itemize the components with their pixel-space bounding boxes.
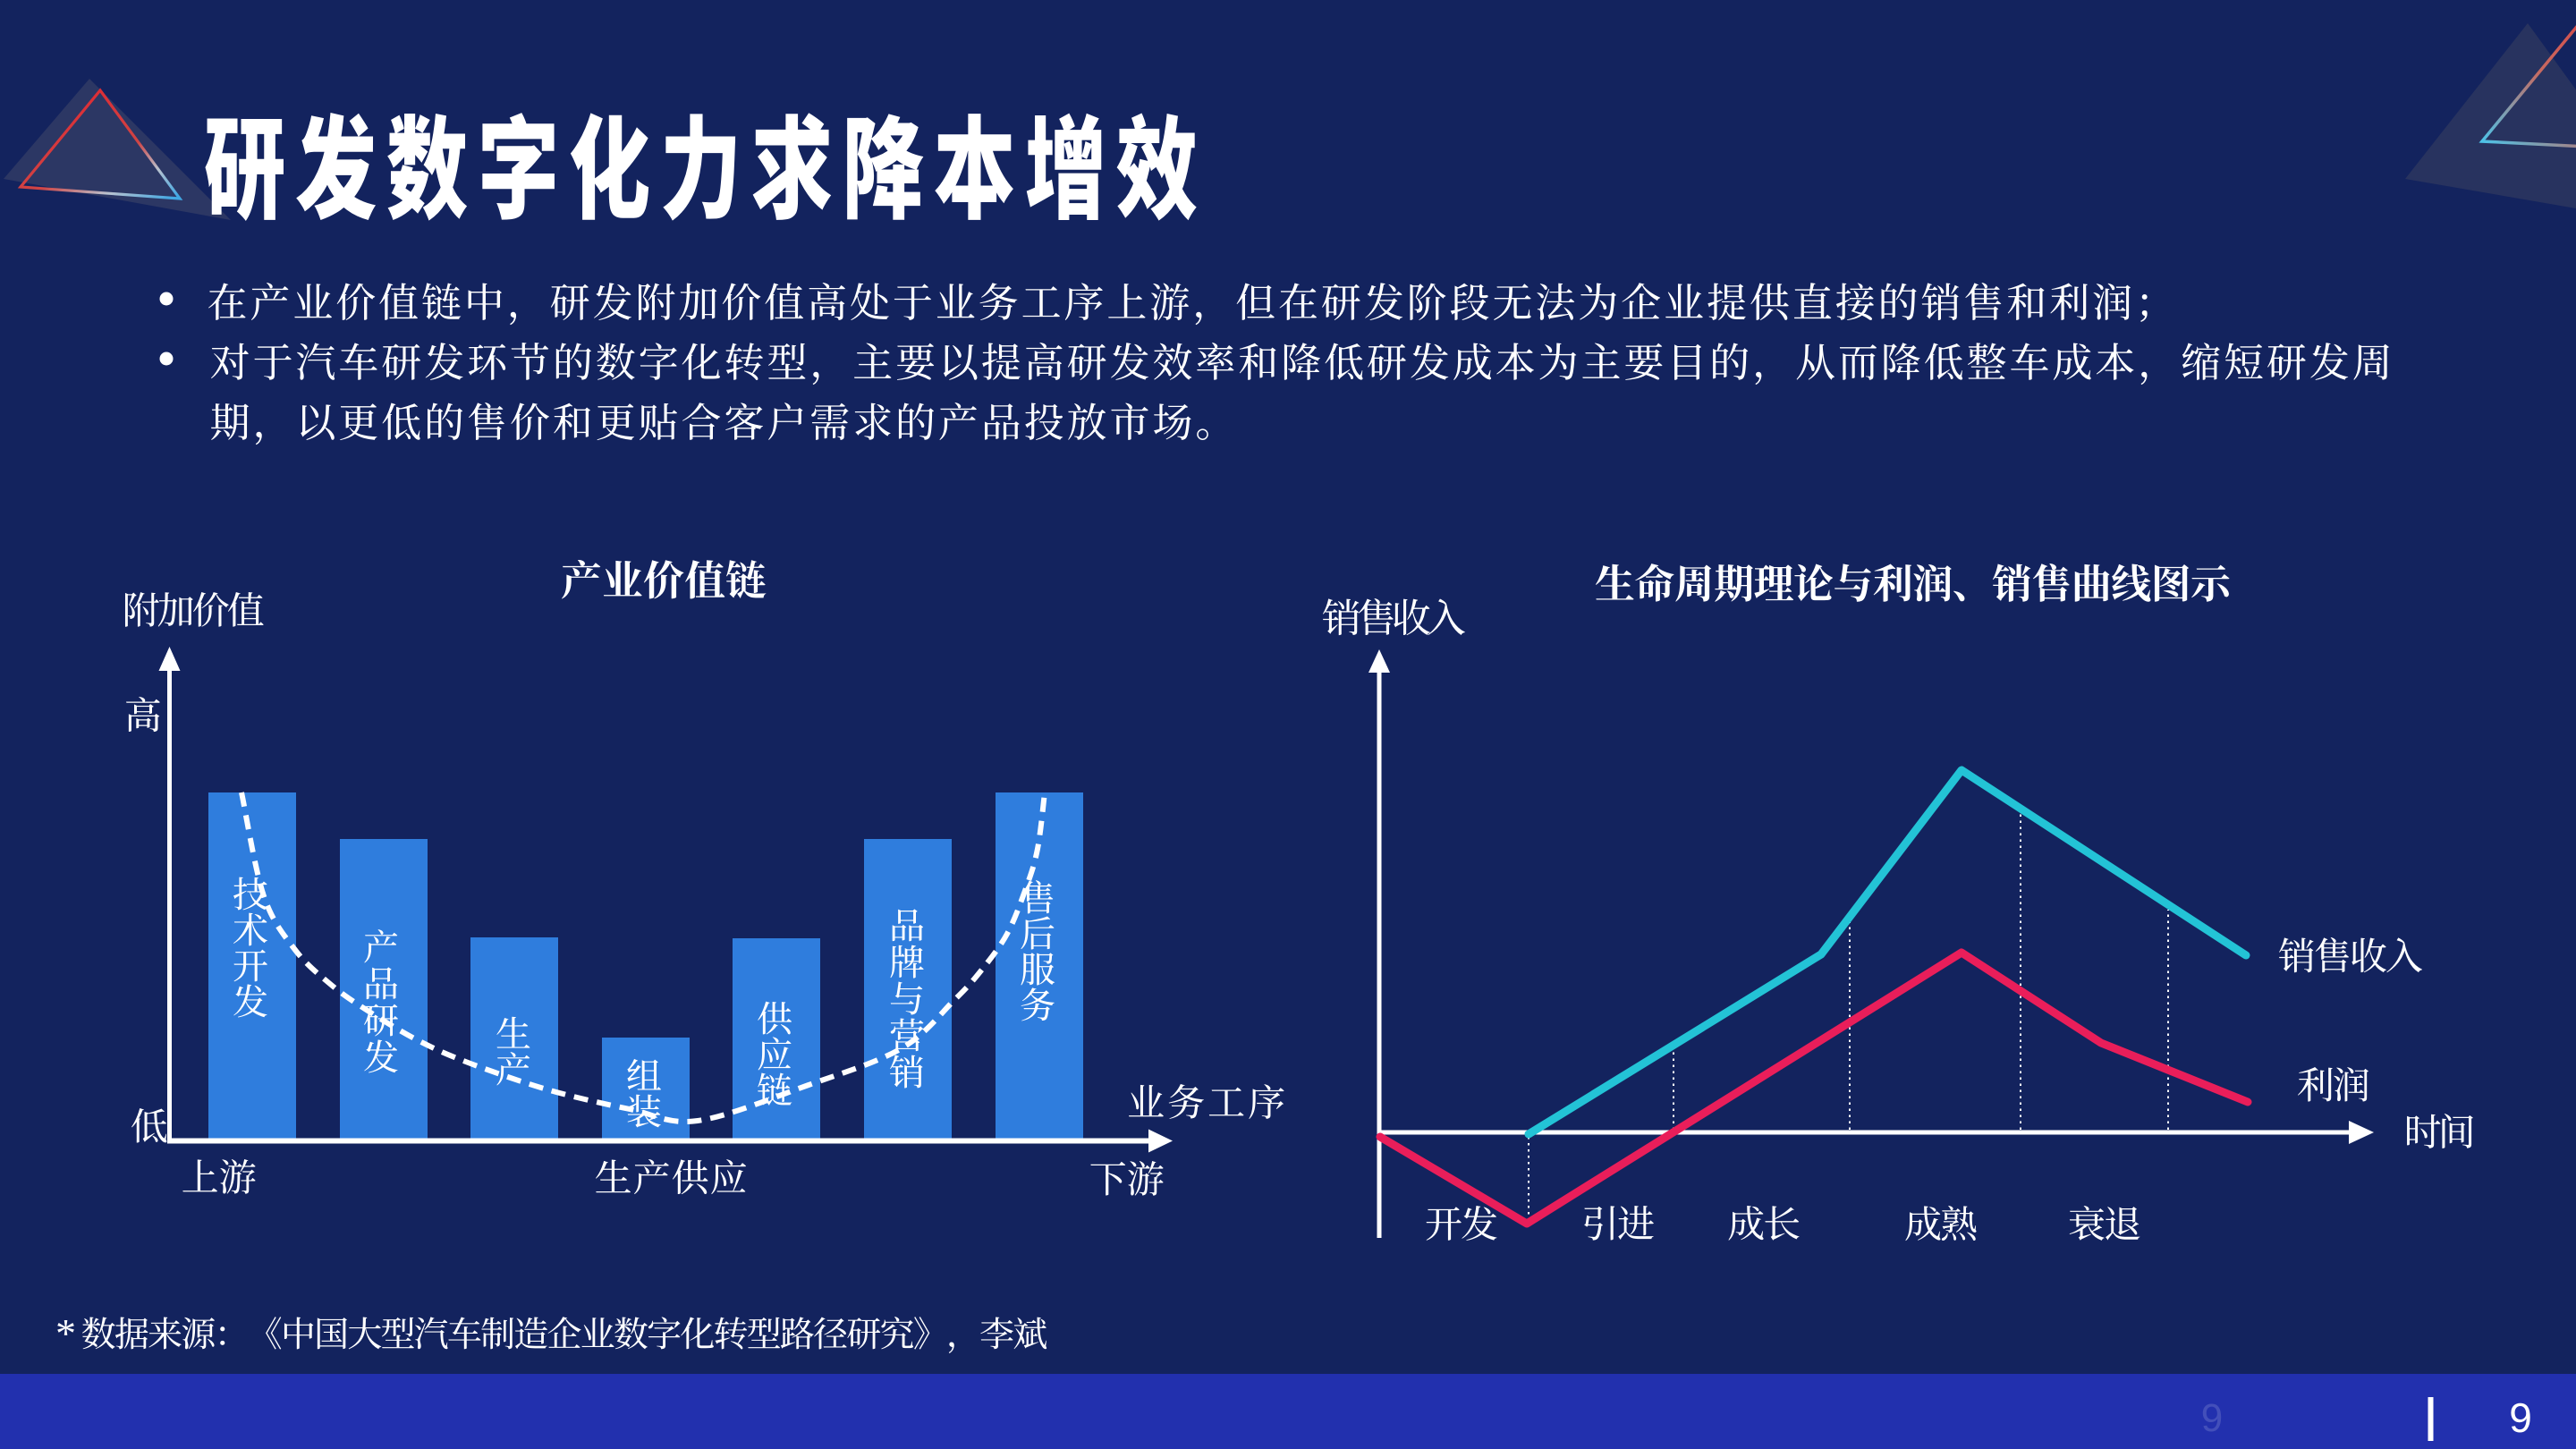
svg-text:9: 9 <box>2201 1396 2223 1440</box>
svg-text:*: * <box>55 1310 76 1356</box>
svg-text:9: 9 <box>2509 1394 2532 1441</box>
